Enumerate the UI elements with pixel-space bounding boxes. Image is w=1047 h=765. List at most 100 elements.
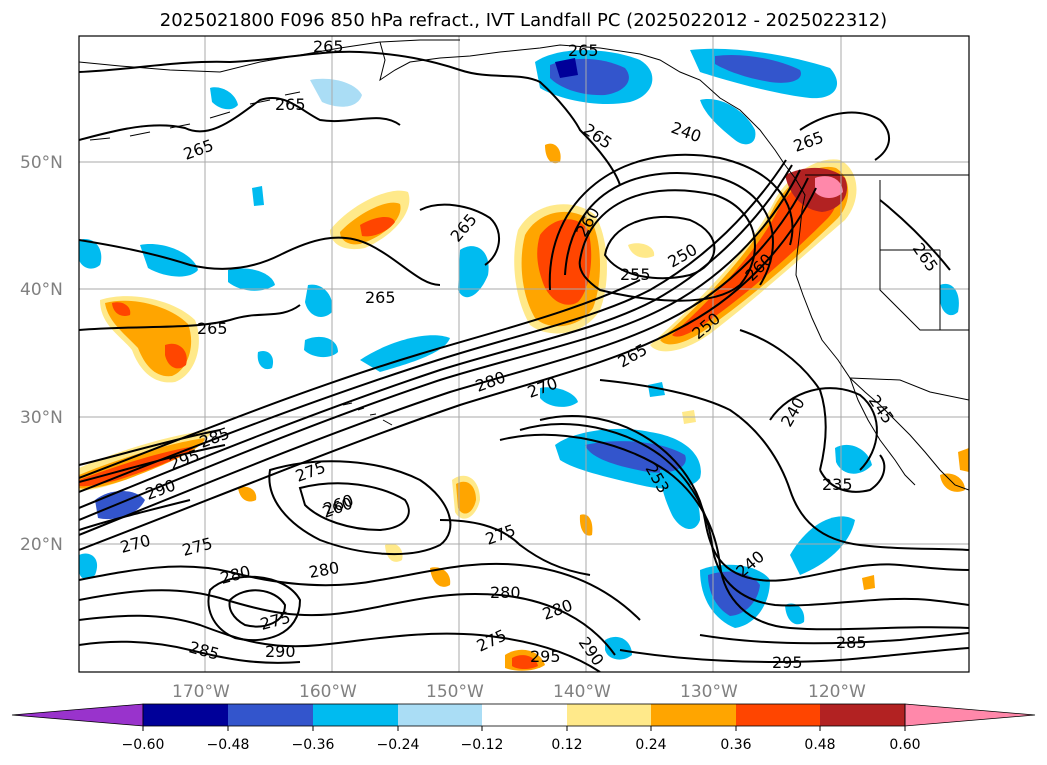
contour-275-ring: [268, 460, 452, 556]
shade-blue-mid-3: [458, 246, 489, 298]
contour-south-3: [79, 614, 601, 672]
contour-label: 295: [530, 647, 561, 666]
shade-blue-west-3: [228, 268, 275, 291]
colorbar-extend-min: [11, 703, 144, 727]
colorbar-tick-label: −0.48: [207, 737, 250, 753]
coast-baja: [849, 377, 916, 486]
contour-265-right: [799, 111, 890, 161]
contour-south-4: [79, 640, 301, 664]
colorbar-tick-label: −0.24: [377, 737, 420, 753]
shade-blue-mid-1: [305, 284, 333, 317]
contour-south-lower: [619, 647, 969, 663]
contour-low-outer3: [548, 153, 794, 291]
colorbar-segment: [482, 704, 567, 726]
contour-label: 265: [365, 288, 396, 307]
contour-jet-2: [79, 164, 793, 509]
colorbar-segment: [736, 704, 820, 726]
colorbar-tick-label: 0.12: [551, 737, 582, 753]
contour-sub-3: [499, 433, 969, 631]
contour-south-lower2: [699, 632, 969, 645]
contour-label: 265: [313, 37, 344, 56]
colorbar-segment: [651, 704, 736, 726]
lon-label-160w: 160°W: [299, 682, 357, 702]
colorbar-ticks: [142, 726, 906, 731]
shade-blue-south-center: [605, 636, 632, 660]
shade-red-west-170: [165, 343, 187, 369]
shade-orange-spot-2: [238, 486, 257, 502]
colorbar-tick-label: 0.48: [804, 737, 835, 753]
colorbar-tick-labels: −0.60 −0.48 −0.36 −0.24 −0.12 0.12 0.24 …: [122, 737, 921, 753]
contour-sub-4: [599, 379, 969, 551]
contour-label: 285: [836, 633, 867, 652]
lon-label-140w: 140°W: [553, 682, 611, 702]
shade-blue-subtrop-stem: [660, 470, 700, 530]
map-title: 2025021800 F096 850 hPa refract., IVT La…: [159, 10, 888, 31]
lat-label-50n: 50°N: [20, 153, 63, 173]
shade-blue-west-2: [140, 244, 198, 277]
shade-red-spot-5: [512, 655, 538, 669]
colorbar-tick-label: 0.36: [720, 737, 751, 753]
shade-lightblue-aleutian: [310, 78, 362, 107]
shade-orange-small-145: [545, 143, 561, 164]
shade-orange-spot-6: [385, 543, 403, 562]
contour-jet-3: [79, 177, 809, 536]
contour-label: 290: [265, 642, 296, 661]
contour-low-outer: [578, 189, 756, 302]
contour-west-ar-2: [79, 444, 226, 483]
shade-darkblue-gulf-alaska: [555, 58, 578, 78]
contour-235-loop: [819, 454, 886, 493]
contour-south-mid: [439, 519, 591, 576]
lon-label-130w: 130°W: [680, 682, 738, 702]
shade-blue-aleutian-small: [210, 87, 238, 110]
border-us-mexico: [849, 377, 969, 401]
shade-orange-spot-4: [430, 567, 451, 587]
lat-label-40n: 40°N: [20, 280, 63, 300]
contour-265-upper-c: [419, 203, 500, 266]
colorbar-frame: [142, 703, 906, 727]
contour-label: 265: [197, 319, 228, 338]
colorbar-tick-label: −0.60: [122, 737, 165, 753]
contour-west-260: [79, 499, 191, 531]
lon-label-120w: 120°W: [808, 682, 866, 702]
coast-states-outline: [879, 180, 969, 331]
colorbar-segment: [398, 704, 482, 726]
shade-blue-south-east-2: [785, 603, 805, 625]
lon-label-150w: 150°W: [426, 682, 484, 702]
colorbar-extend-max: [904, 703, 1036, 727]
contour-label: 235: [822, 475, 853, 494]
contour-south-loop2: [207, 575, 302, 642]
shade-orange-spot-8: [958, 448, 969, 472]
lat-label-20n: 20°N: [20, 535, 63, 555]
shade-blue-small-135: [648, 382, 665, 397]
map-frame: [78, 35, 970, 673]
shade-blue-nevada: [940, 283, 959, 316]
contour-265-mid-2: [79, 304, 301, 331]
shade-orange-spot-9: [628, 243, 655, 258]
contours: [79, 50, 969, 672]
lat-label-30n: 30°N: [20, 408, 63, 428]
colorbar-tick-label: −0.12: [461, 737, 504, 753]
contour-low-outer2: [564, 171, 774, 286]
shade-blue-135w: [540, 387, 578, 407]
shade-orange-spot-10: [862, 575, 875, 590]
contour-sub-5: [739, 329, 827, 471]
shade-ar-main-pink: [815, 176, 843, 198]
shade-blue-west-1: [79, 239, 102, 269]
contour-260-ring: [298, 482, 410, 532]
longitude-labels: 170°W 160°W 150°W 140°W 130°W 120°W: [172, 682, 866, 702]
shade-orange-spot-1b: [456, 481, 476, 514]
contour-south-2: [79, 589, 616, 656]
contour-265-mid: [79, 236, 441, 286]
colorbar-segment: [143, 704, 228, 726]
colorbar-segment: [820, 704, 905, 726]
shade-red-upper-mid: [360, 216, 395, 237]
contour-265-north-2: [79, 97, 401, 141]
latitude-labels: 50°N 40°N 30°N 20°N: [20, 153, 63, 555]
shade-blue-south-far-west: [79, 553, 98, 580]
contour-label: 255: [620, 265, 651, 284]
shade-blue-mid-2: [304, 336, 338, 358]
shade-blue-south-130w-inner: [708, 571, 760, 616]
coast-hawaii: [342, 402, 393, 426]
shade-blue-south-east: [790, 516, 855, 575]
